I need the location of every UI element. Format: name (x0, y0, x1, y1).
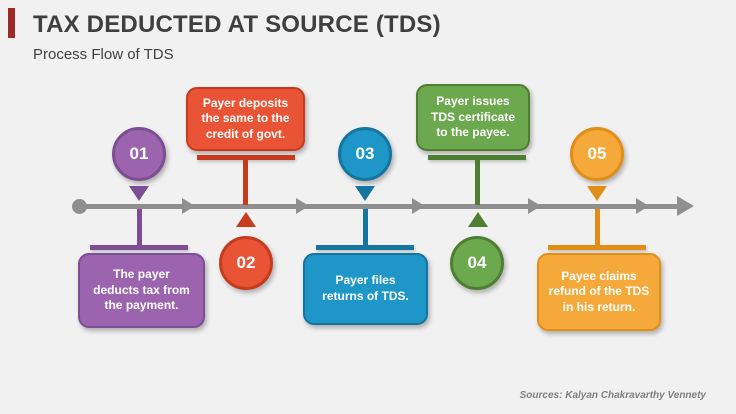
connector-stem (137, 209, 142, 247)
step-number-badge: 03 (338, 127, 392, 181)
connector-bar (316, 245, 414, 250)
arrow-up-marker-icon (236, 212, 256, 227)
arrow-up-marker-icon (468, 212, 488, 227)
step-description-box: Payee claims refund of the TDS in his re… (537, 253, 661, 331)
step-description-box: The payer deducts tax from the payment. (78, 253, 205, 328)
step-number-badge: 02 (219, 236, 273, 290)
connector-bar (548, 245, 646, 250)
step-description-box: Payer files returns of TDS. (303, 253, 428, 325)
source-credit: Sources: Kalyan Chakravarthy Vennety (519, 390, 706, 401)
connector-stem (475, 160, 480, 205)
timeline-arrow-chevron (412, 198, 425, 214)
connector-bar (197, 155, 295, 160)
connector-stem (595, 209, 600, 247)
timeline-line (76, 204, 678, 209)
step-number-badge: 04 (450, 236, 504, 290)
connector-bar (90, 245, 188, 250)
connector-stem (243, 160, 248, 205)
timeline-arrow-chevron (528, 198, 541, 214)
step-number-badge: 05 (570, 127, 624, 181)
step-description-box: Payer issues TDS certificate to the paye… (416, 84, 530, 151)
arrow-down-marker-icon (129, 186, 149, 201)
timeline-start-dot (72, 199, 87, 214)
step-description-box: Payer deposits the same to the credit of… (186, 87, 305, 151)
page-title: TAX DEDUCTED AT SOURCE (TDS) (33, 11, 441, 38)
timeline-end-arrow-icon (677, 196, 694, 216)
page-subtitle: Process Flow of TDS (33, 46, 174, 63)
timeline-arrow-chevron (636, 198, 649, 214)
step-number-badge: 01 (112, 127, 166, 181)
arrow-down-marker-icon (355, 186, 375, 201)
connector-bar (428, 155, 526, 160)
arrow-down-marker-icon (587, 186, 607, 201)
timeline-arrow-chevron (296, 198, 309, 214)
connector-stem (363, 209, 368, 247)
timeline-arrow-chevron (182, 198, 195, 214)
accent-bar (8, 8, 15, 38)
